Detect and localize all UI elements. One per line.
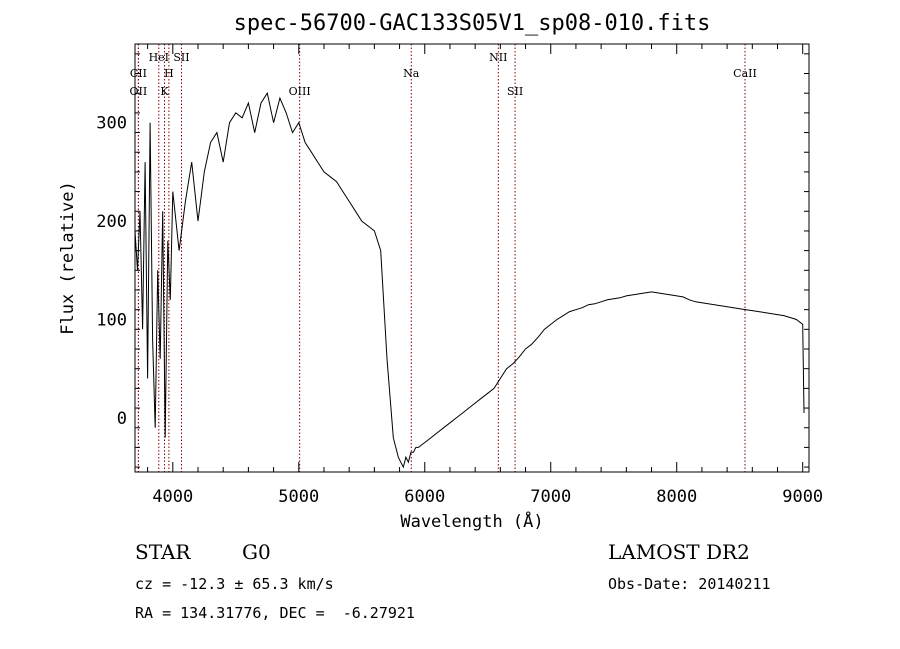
marker-label-5: SII xyxy=(173,51,189,64)
obs-date-text: Obs-Date: 20140211 xyxy=(608,575,771,593)
x-tick-label: 7000 xyxy=(530,487,571,507)
survey-name: LAMOST DR2 xyxy=(608,540,750,564)
marker-label-4: K xyxy=(160,85,169,98)
marker-label-3: H xyxy=(164,67,174,80)
marker-label-7: Na xyxy=(403,67,420,80)
y-axis-ticks: 0 100 200 300 xyxy=(96,53,809,468)
marker-label-8: NII xyxy=(489,51,507,64)
redshift-text: cz = -12.3 ± 65.3 km/s xyxy=(135,575,334,593)
coordinates-text: RA = 134.31776, DEC = -6.27921 xyxy=(135,604,415,622)
y-tick-label: 200 xyxy=(96,212,127,232)
x-axis-label: Wavelength (Å) xyxy=(400,510,543,532)
marker-label-1: OII xyxy=(130,85,148,98)
y-tick-label: 0 xyxy=(117,409,127,429)
object-type: STAR xyxy=(135,540,191,564)
y-tick-label: 300 xyxy=(96,114,127,134)
plot-frame xyxy=(134,43,810,473)
marker-label-6: OIII xyxy=(289,85,311,98)
y-axis-label: Flux (relative) xyxy=(58,181,78,335)
x-axis-ticks: 4000 5000 6000 7000 8000 9000 xyxy=(147,44,823,507)
chart-title: spec-56700-GAC133S05V1_sp08-010.fits xyxy=(234,11,711,36)
x-tick-label: 5000 xyxy=(278,487,319,507)
marker-label-2: HeI xyxy=(149,51,169,64)
x-tick-label: 9000 xyxy=(782,487,823,507)
x-tick-label: 4000 xyxy=(152,487,193,507)
x-tick-label: 6000 xyxy=(404,487,445,507)
subclass: G0 xyxy=(242,540,271,564)
marker-label-10: CaII xyxy=(733,67,757,80)
y-tick-label: 100 xyxy=(96,310,127,330)
marker-label-9: SII xyxy=(507,85,523,98)
x-tick-label: 8000 xyxy=(656,487,697,507)
spectrum-series-line xyxy=(134,91,805,469)
